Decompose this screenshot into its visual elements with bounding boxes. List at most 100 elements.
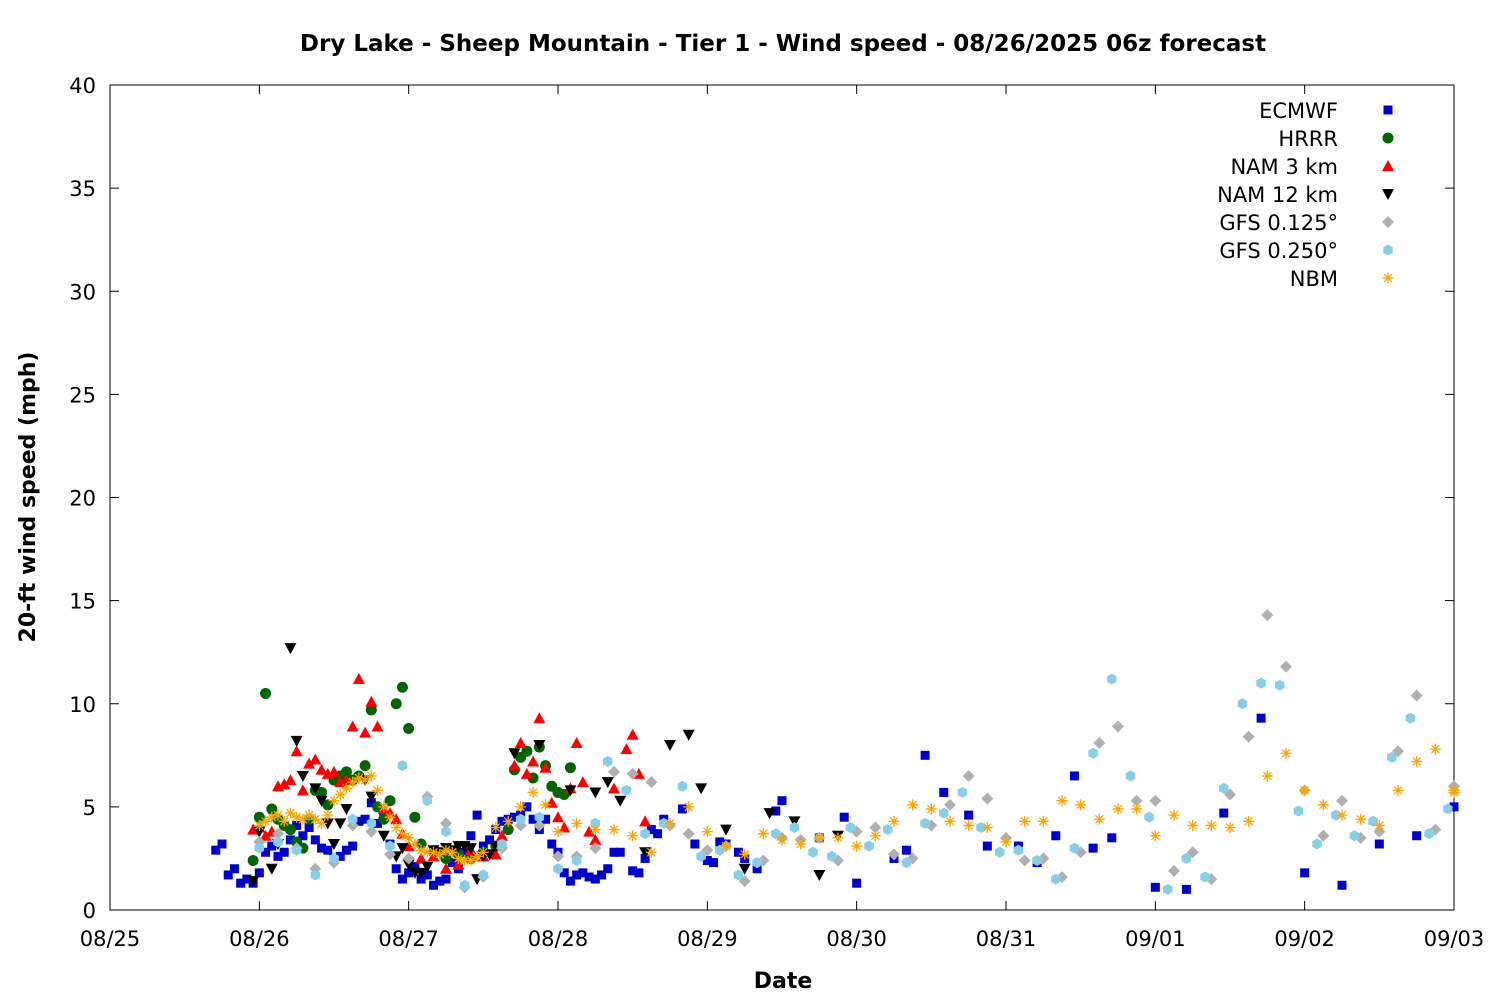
data-point <box>682 827 695 840</box>
data-point <box>608 765 620 778</box>
data-point <box>738 863 751 875</box>
data-point <box>434 848 446 860</box>
data-point <box>646 825 656 835</box>
data-point <box>359 726 372 738</box>
data-point <box>1411 756 1423 767</box>
data-point <box>272 809 284 821</box>
data-point <box>1130 794 1143 807</box>
data-point <box>265 863 278 875</box>
data-point <box>298 831 308 841</box>
x-tick-label: 09/02 <box>1274 927 1335 951</box>
data-point <box>957 786 968 798</box>
legend-marker <box>1382 189 1394 200</box>
data-point <box>366 817 377 829</box>
chart-title: Dry Lake - Sheep Mountain - Tier 1 - Win… <box>300 31 1266 57</box>
data-point <box>253 826 266 838</box>
data-point <box>254 842 265 854</box>
data-point <box>309 813 321 825</box>
data-point <box>715 844 725 856</box>
data-point <box>359 774 371 786</box>
data-point <box>1448 786 1460 798</box>
x-tick-label: 08/25 <box>80 927 141 951</box>
data-point <box>353 772 365 784</box>
data-point <box>284 807 296 819</box>
data-point <box>552 811 564 823</box>
legend-label: HRRR <box>1278 127 1338 151</box>
x-tick-label: 08/29 <box>677 927 738 951</box>
data-point <box>590 817 601 829</box>
data-point <box>907 799 919 811</box>
data-point <box>410 862 420 872</box>
data-point <box>901 845 911 855</box>
data-point <box>429 880 439 890</box>
data-point <box>397 874 407 884</box>
data-point <box>328 795 340 807</box>
data-point <box>1349 830 1360 842</box>
data-point <box>415 852 428 864</box>
data-point <box>223 870 233 880</box>
data-point <box>540 799 552 811</box>
data-point <box>402 859 415 871</box>
data-point <box>733 847 743 857</box>
data-point <box>497 816 507 826</box>
data-point <box>278 778 291 790</box>
data-point <box>1300 868 1310 878</box>
data-point <box>620 743 633 755</box>
data-point <box>365 770 377 782</box>
data-point <box>715 837 725 847</box>
data-point <box>217 839 227 849</box>
data-point <box>489 848 502 860</box>
x-tick-label: 09/01 <box>1125 927 1186 951</box>
data-point <box>340 782 352 794</box>
data-point <box>1336 809 1348 821</box>
data-point <box>373 818 383 828</box>
data-point <box>584 872 594 882</box>
data-point <box>316 817 328 829</box>
data-point <box>944 798 956 811</box>
data-point <box>1149 830 1161 842</box>
data-point <box>539 761 552 773</box>
data-point <box>639 847 652 859</box>
data-point <box>1051 831 1061 841</box>
data-point <box>359 760 371 772</box>
data-point <box>266 811 278 823</box>
data-point <box>440 862 452 874</box>
data-point <box>378 801 390 813</box>
data-point <box>1181 884 1191 894</box>
data-point <box>628 866 638 876</box>
data-point <box>1280 660 1292 673</box>
data-point <box>390 698 402 710</box>
data-point <box>920 750 930 760</box>
data-point <box>683 801 695 813</box>
data-point <box>888 815 900 827</box>
y-tick-label: 15 <box>69 590 96 614</box>
data-point <box>211 845 221 855</box>
data-point <box>788 816 801 828</box>
data-point <box>1112 803 1124 815</box>
data-point <box>377 830 390 842</box>
data-point <box>284 824 296 836</box>
data-point <box>888 848 900 861</box>
data-point <box>315 795 328 807</box>
data-point <box>296 784 309 796</box>
data-point <box>365 704 377 716</box>
legend: ECMWF HRRR NAM 3 km NAM 12 km GFS 0.125° GFS … <box>1217 99 1394 291</box>
data-point <box>390 813 403 825</box>
data-point <box>303 757 316 769</box>
data-point <box>347 813 358 825</box>
data-point <box>291 811 303 823</box>
data-point <box>291 844 302 856</box>
data-point <box>864 840 874 852</box>
data-point <box>340 803 353 815</box>
data-point <box>739 848 751 860</box>
data-point <box>247 855 259 866</box>
data-point <box>527 755 540 767</box>
data-point <box>1069 842 1080 854</box>
data-point <box>664 817 676 829</box>
data-point <box>310 835 320 845</box>
data-point <box>459 879 470 891</box>
legend-marker <box>1382 216 1394 228</box>
data-point <box>522 802 532 812</box>
y-tick-label: 10 <box>69 693 96 717</box>
data-point <box>1412 831 1422 841</box>
